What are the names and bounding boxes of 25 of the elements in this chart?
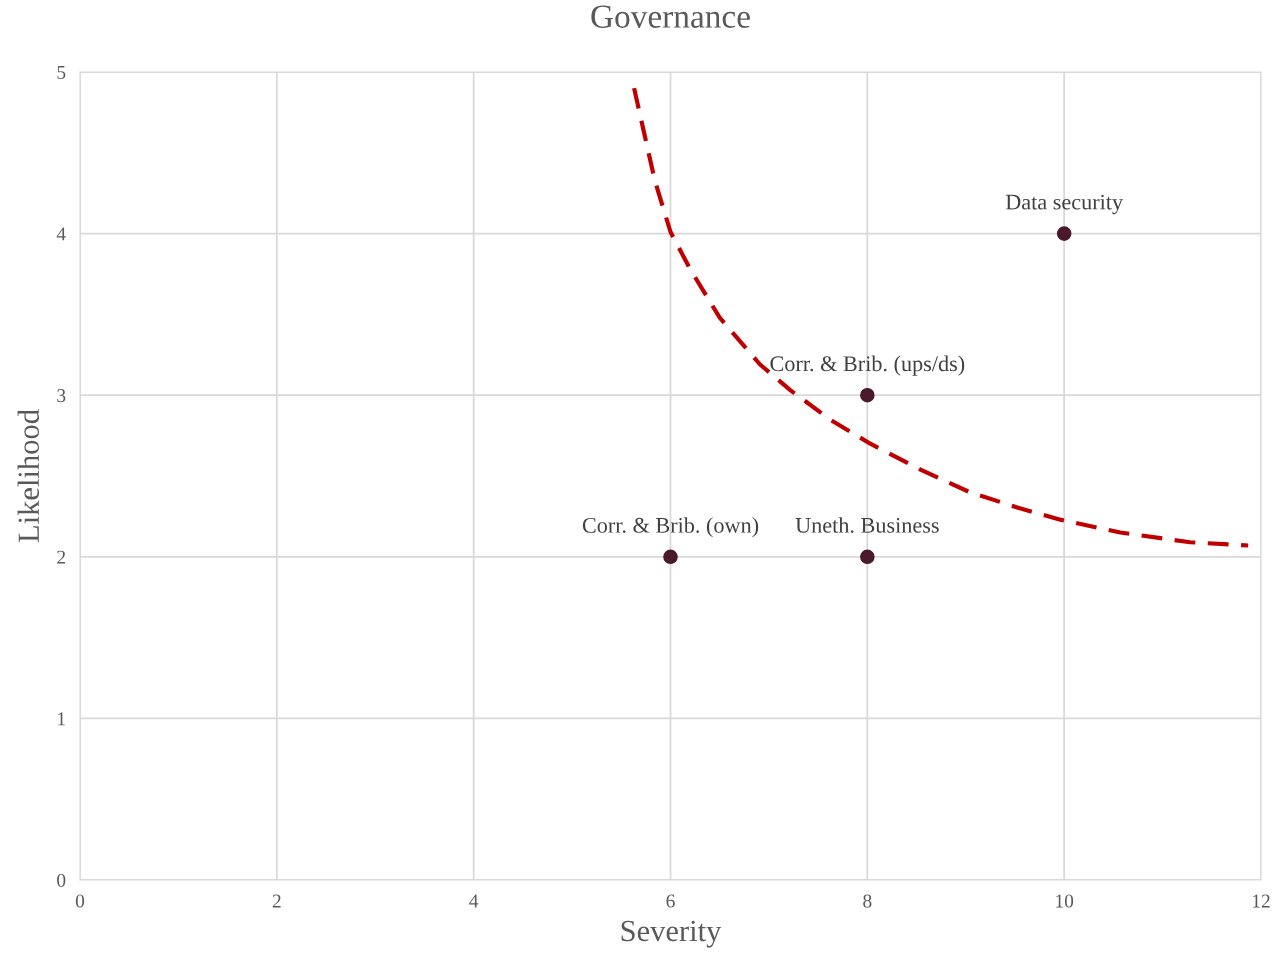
y-tick-label: 4 — [56, 227, 66, 241]
y-tick-label: 1 — [58, 712, 65, 726]
annotation: Data security — [1005, 194, 1123, 215]
x-tick-label: 2 — [272, 894, 281, 908]
point — [860, 549, 875, 565]
x-tick-label: 6 — [666, 894, 675, 908]
y-tick-label: 0 — [57, 873, 66, 887]
y-tick-label: 2 — [57, 550, 66, 564]
y-tick-label: 5 — [57, 66, 66, 79]
annotation: Corr. & Brib. (own) — [582, 517, 759, 538]
x-tick-label: 8 — [863, 894, 872, 908]
annotation: Uneth. Business — [795, 517, 939, 533]
y-axis-title: Likelihood — [17, 409, 40, 543]
x-tick-label: 0 — [75, 894, 85, 908]
chart-title: Governance — [591, 5, 750, 28]
x-tick-label: 4 — [469, 894, 479, 908]
point — [860, 387, 875, 403]
x-axis-title: Severity — [621, 920, 722, 948]
line-series — [632, 86, 1251, 548]
x-tick-label: 10 — [1056, 894, 1074, 908]
point — [1056, 226, 1072, 241]
y-tick-label: 3 — [57, 389, 66, 403]
point — [663, 549, 678, 565]
annotation: Corr. & Brib. (ups/ds) — [770, 355, 965, 376]
x-tick-label: 12 — [1252, 894, 1270, 908]
